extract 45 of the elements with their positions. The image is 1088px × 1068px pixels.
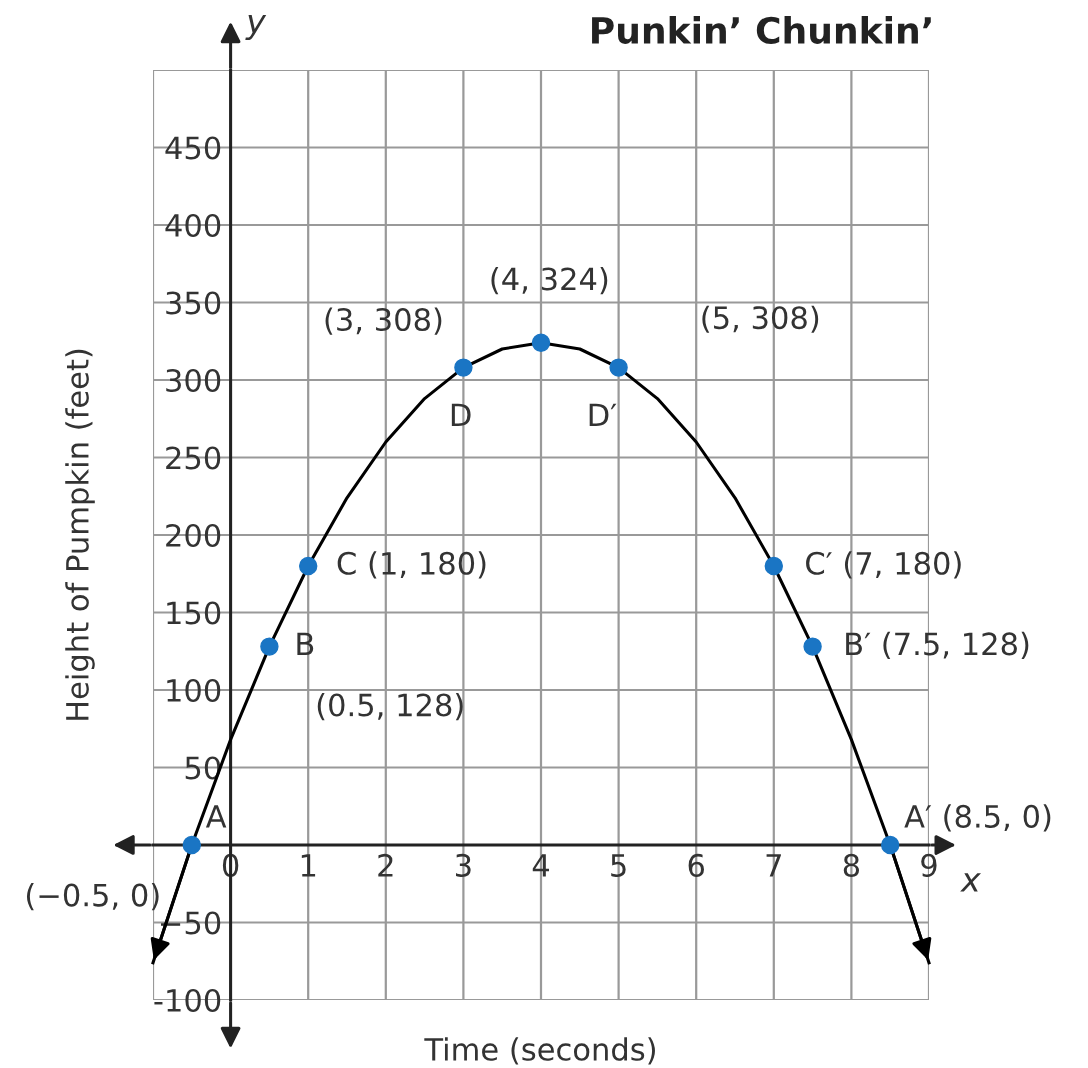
annotation: A <box>205 805 227 828</box>
x-tick-label: 8 <box>843 853 860 877</box>
annotation: (0.5, 128) <box>317 692 463 721</box>
y-tick-label: 350 <box>166 291 221 315</box>
point <box>609 358 628 377</box>
x-tick-label: 6 <box>688 853 704 877</box>
x-tick-label: 9 <box>921 853 937 877</box>
x-tick-label: 3 <box>456 853 471 877</box>
y-tick-label: -100 <box>154 988 221 1013</box>
x-tick-label: 2 <box>378 853 393 877</box>
y-tick-label: 450 <box>165 136 221 160</box>
y-tick-label: 250 <box>166 446 221 470</box>
y-tick-label: 100 <box>167 678 221 703</box>
x-tick-label: 1 <box>301 854 316 877</box>
annotation: (5, 308) <box>702 305 819 333</box>
annotation: B′ (7.5, 128) <box>846 631 1029 660</box>
annotation: (3, 308) <box>325 307 442 335</box>
annotation: (4, 324) <box>491 266 608 295</box>
y-tick-label: 150 <box>167 601 221 625</box>
x-tick-label: 5 <box>611 854 626 877</box>
y-tick-label: 400 <box>165 213 221 238</box>
point <box>182 835 202 855</box>
x-tick-label: 4 <box>532 854 550 877</box>
chart-title: Punkin’ Chunkin’ <box>592 16 931 44</box>
y-tick-label: 300 <box>166 368 221 393</box>
text: y <box>245 14 267 41</box>
x-tick-label: 7 <box>766 854 781 877</box>
annotation: D′ <box>589 403 617 427</box>
annotation: (−0.5, 0) <box>26 883 159 911</box>
point <box>260 637 279 656</box>
annotation: D <box>451 403 471 427</box>
y-axis-title: Height of Pumpkin (feet) <box>65 349 95 720</box>
annotation: A′ (8.5, 0) <box>904 804 1051 832</box>
point <box>531 333 551 353</box>
text: x <box>960 873 982 892</box>
point <box>298 556 318 576</box>
x-axis-title: Time (seconds) <box>424 1037 655 1065</box>
y-tick-label: 200 <box>166 523 221 548</box>
annotation: C (1, 180) <box>337 551 486 579</box>
point <box>764 556 784 576</box>
point <box>880 835 900 855</box>
annotation: B <box>297 632 314 656</box>
annotation: C′ (7, 180) <box>806 551 961 579</box>
point <box>803 637 822 656</box>
point <box>454 358 473 377</box>
